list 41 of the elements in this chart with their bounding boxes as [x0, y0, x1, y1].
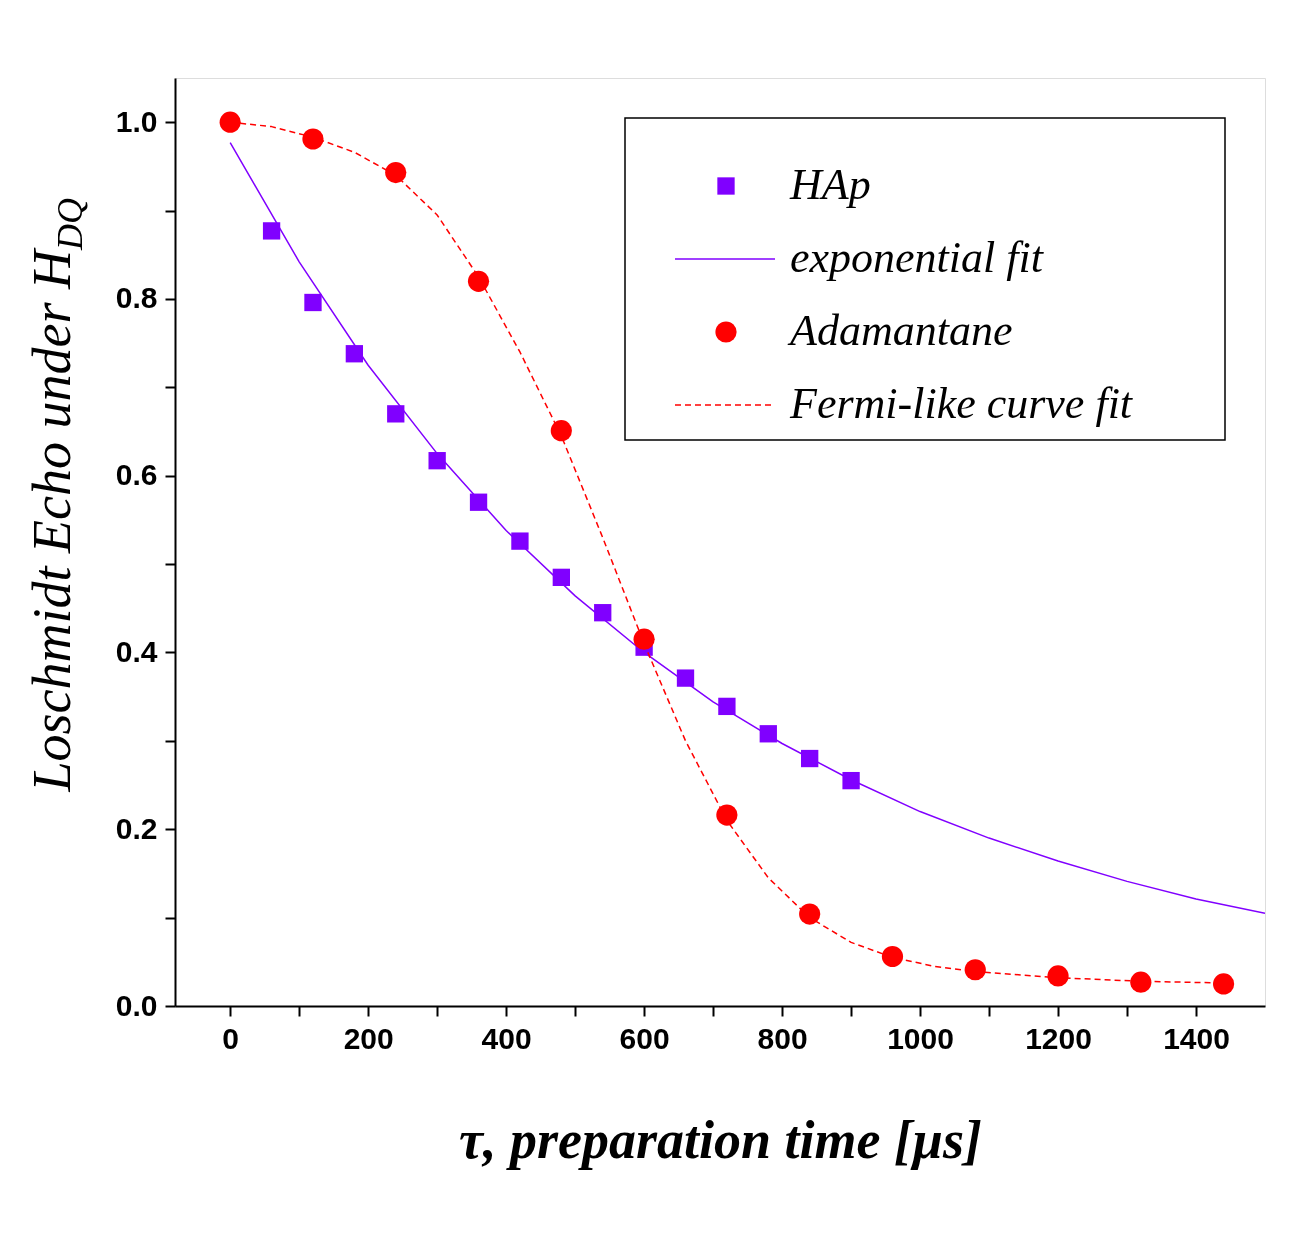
- y-tick-label: 0.2: [115, 811, 158, 845]
- point: [881, 945, 904, 968]
- point: [964, 959, 986, 981]
- point: [302, 128, 324, 150]
- point: [716, 804, 738, 826]
- point: [1213, 973, 1235, 995]
- legend-label: Adamantane: [787, 306, 1013, 355]
- x-axis-title: τ, preparation time [µs]: [458, 1109, 983, 1170]
- x-tick-label: 600: [619, 1021, 670, 1055]
- point: [842, 771, 860, 790]
- point: [219, 111, 241, 133]
- point: [1130, 971, 1152, 993]
- x-tick-label: 800: [757, 1021, 808, 1055]
- point: [1047, 965, 1069, 987]
- point: [304, 293, 322, 312]
- x-tick-label: 1000: [887, 1021, 954, 1055]
- point: [385, 161, 407, 184]
- legend-label: exponential fit: [790, 233, 1045, 282]
- y-tick-label: 0.8: [115, 281, 158, 315]
- point: [633, 628, 655, 650]
- x-tick-label: 0: [222, 1021, 240, 1055]
- point: [467, 270, 490, 292]
- point: [511, 532, 529, 550]
- x-tick-label: 1400: [1163, 1021, 1230, 1055]
- x-tick-label: 1200: [1025, 1021, 1092, 1055]
- y-tick-label: 0.4: [115, 634, 158, 668]
- y-tick-label: 0.6: [115, 458, 158, 492]
- x-tick-label: 200: [343, 1021, 394, 1055]
- point: [550, 420, 572, 442]
- point: [387, 405, 405, 423]
- legend-label: Fermi-like curve fit: [789, 379, 1134, 428]
- y-axis-title: Loschmidt Echo under HDQ: [22, 198, 90, 793]
- legend-label: HAp: [789, 160, 871, 209]
- point: [799, 903, 821, 925]
- point: [428, 452, 446, 470]
- x-tick-label: 400: [481, 1021, 532, 1055]
- point: [718, 697, 736, 716]
- y-tick-label: 0.0: [115, 988, 158, 1022]
- y-tick-label: 1.0: [115, 104, 158, 138]
- point: [676, 669, 695, 687]
- point: [262, 222, 281, 240]
